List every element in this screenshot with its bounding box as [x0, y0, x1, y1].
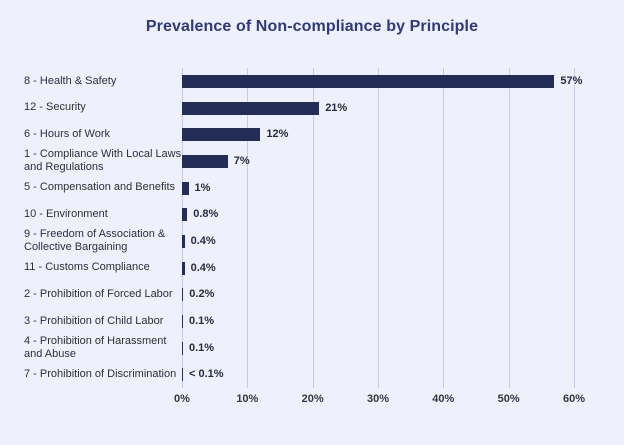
- bar-value-label: 0.1%: [189, 314, 215, 327]
- bar: [182, 74, 555, 88]
- x-tick-label: 60%: [562, 393, 585, 405]
- bar: [182, 234, 185, 248]
- category-label: 10 - Environment: [24, 201, 186, 228]
- bar: [182, 154, 228, 168]
- category-label: 6 - Hours of Work: [24, 121, 186, 148]
- bar-value-label: 0.8%: [193, 208, 219, 221]
- bar: [182, 261, 185, 275]
- x-tick-label: 20%: [301, 393, 324, 405]
- category-label-line: 8 - Health & Safety: [24, 74, 117, 87]
- x-tick-label: 0%: [174, 393, 190, 405]
- x-tick-label: 40%: [432, 393, 455, 405]
- category-label: 9 - Freedom of Association & Collective B…: [24, 228, 186, 255]
- category-label-line: 5 - Compensation and Benefits: [24, 181, 176, 194]
- bar: [182, 368, 183, 382]
- bar-value-label: 0.4%: [190, 261, 216, 274]
- category-label-line: 7 - Prohibition of Discrimination: [24, 368, 177, 381]
- category-label-line: 12 - Security: [24, 101, 86, 114]
- gridline-60%: [573, 68, 575, 388]
- category-label: 7 - Prohibition of Discrimination: [24, 361, 186, 388]
- x-tick-label: 50%: [497, 393, 520, 405]
- bar-value-label: 0.2%: [189, 288, 215, 301]
- bar: [182, 181, 189, 195]
- category-label-line: 9 - Freedom of Association &: [24, 228, 166, 241]
- bar: [182, 341, 183, 355]
- bar-value-label: 0.4%: [190, 234, 216, 247]
- category-label-line: 6 - Hours of Work: [24, 128, 110, 141]
- bar-value-label: 12%: [266, 128, 289, 141]
- category-label-line: and Regulations: [24, 161, 104, 174]
- gridline-0%: [182, 68, 183, 388]
- category-label: 5 - Compensation and Benefits: [24, 175, 186, 202]
- bar-value-label: 7%: [233, 154, 250, 167]
- bar-value-label: 1%: [194, 181, 211, 194]
- x-tick-label: 10%: [236, 393, 259, 405]
- bar: [182, 208, 188, 222]
- category-label: 11 - Customs Compliance: [24, 255, 186, 282]
- gridline-40%: [443, 68, 445, 388]
- category-label-line: Collective Bargaining: [24, 241, 128, 254]
- bar: [182, 288, 184, 302]
- bar-value-label: 21%: [325, 101, 348, 114]
- gridline-20%: [312, 68, 314, 388]
- chart-title: Prevalence of Non-compliance by Principl…: [145, 18, 479, 35]
- bar-value-label: < 0.1%: [189, 368, 224, 381]
- gridline-50%: [508, 68, 510, 388]
- category-label: 2 - Prohibition of Forced Labor: [24, 281, 186, 308]
- bar: [182, 128, 261, 142]
- category-label-line: 2 - Prohibition of Forced Labor: [24, 288, 173, 301]
- category-label-line: 11 - Customs Compliance: [24, 261, 150, 274]
- category-label-line: and Abuse: [24, 347, 76, 360]
- bar: [182, 314, 183, 328]
- gridline-10%: [247, 68, 249, 388]
- gridline-30%: [377, 68, 379, 388]
- bar-value-label: 0.1%: [189, 341, 215, 354]
- category-label-line: 4 - Prohibition of Harassment: [24, 334, 167, 347]
- category-label-line: 10 - Environment: [24, 208, 108, 221]
- category-label: 1 - Compliance With Local Laws and Regula…: [24, 148, 186, 175]
- bar-value-label: 57%: [560, 74, 583, 87]
- category-label: 12 - Security: [24, 95, 186, 122]
- category-label: 8 - Health & Safety: [24, 68, 186, 95]
- category-label-line: 3 - Prohibition of Child Labor: [24, 314, 164, 327]
- category-label: 4 - Prohibition of Harassment and Abuse: [24, 335, 186, 362]
- category-label: 3 - Prohibition of Child Labor: [24, 308, 186, 335]
- bar: [182, 101, 320, 115]
- x-tick-label: 30%: [366, 393, 389, 405]
- category-label-line: 1 - Compliance With Local Laws: [24, 148, 182, 161]
